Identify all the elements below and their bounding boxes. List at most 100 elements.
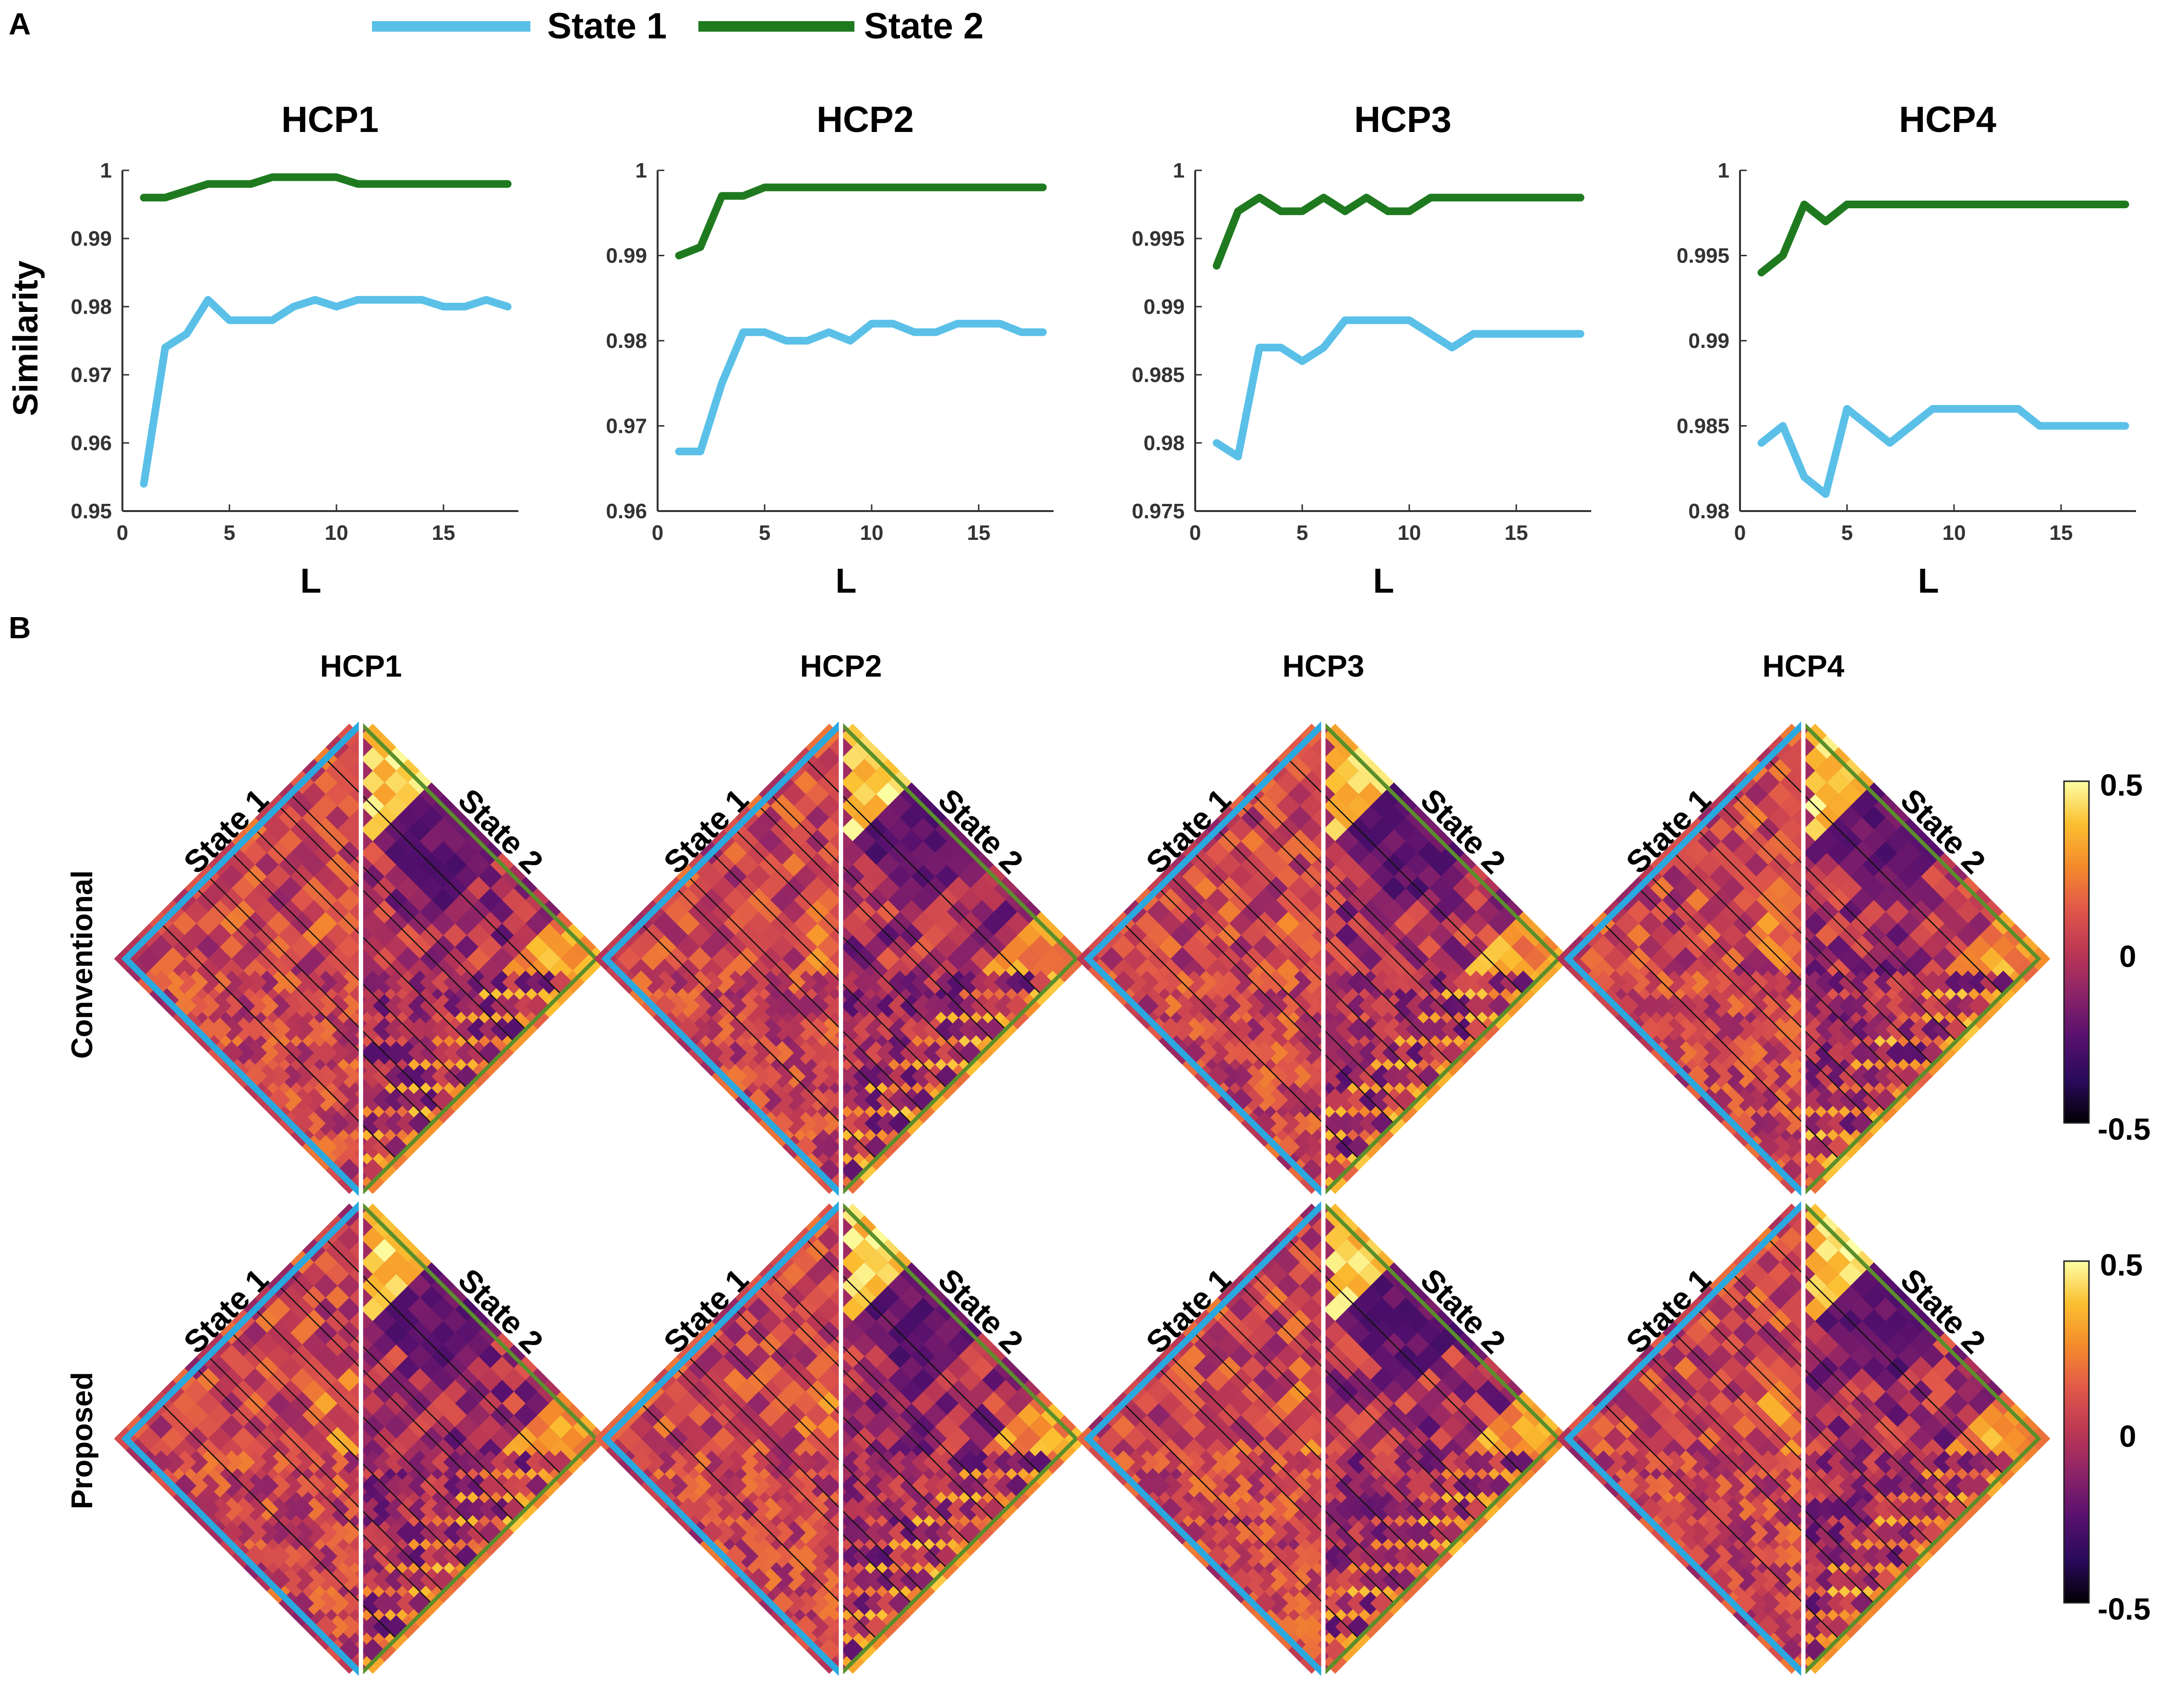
y-tick-label: 1 bbox=[100, 159, 112, 182]
colorbar-conventional-tick-max: 0.5 bbox=[2100, 768, 2143, 802]
block-line bbox=[207, 876, 444, 1112]
colorbar-conventional-bar bbox=[2063, 780, 2090, 1124]
heatmap-proposed-hcp3: State 1 State 2 bbox=[1076, 1201, 1571, 1677]
block-line bbox=[687, 1356, 924, 1592]
block-line bbox=[278, 805, 515, 1042]
block-line bbox=[160, 923, 397, 1159]
legend-label-state1: State 1 bbox=[547, 6, 667, 47]
heatmap-border-state1 bbox=[1563, 1201, 1806, 1676]
block-line bbox=[196, 1368, 432, 1604]
block-line bbox=[207, 1356, 444, 1592]
colorbar-proposed-tick-max: 0.5 bbox=[2100, 1248, 2143, 1282]
heatmap-column-title: HCP4 bbox=[1763, 649, 1845, 683]
block-line bbox=[805, 758, 1042, 995]
legend-label-state2: State 2 bbox=[864, 6, 984, 47]
x-tick-label: 15 bbox=[1504, 521, 1528, 545]
heatmap-block-lines bbox=[160, 1238, 562, 1639]
heatmap-border-state1 bbox=[121, 1201, 363, 1676]
x-tick-label: 10 bbox=[324, 521, 348, 545]
heatmap-block-lines bbox=[160, 758, 562, 1159]
block-line bbox=[1170, 1356, 1406, 1592]
block-line bbox=[325, 1238, 562, 1475]
y-tick-label: 0.97 bbox=[606, 415, 647, 438]
heatmap-column-title: HCP3 bbox=[1283, 649, 1365, 683]
block-line bbox=[254, 829, 491, 1065]
block-line bbox=[1650, 1356, 1886, 1592]
heatmap-border-state1 bbox=[601, 721, 843, 1196]
colorbar-conventional-tick-zero: 0 bbox=[2119, 939, 2136, 974]
colorbar-proposed-tick-min: -0.5 bbox=[2098, 1592, 2150, 1626]
block-line bbox=[770, 1274, 1006, 1510]
y-tick-label: 0.97 bbox=[71, 363, 112, 387]
x-tick-label: 10 bbox=[860, 521, 883, 545]
block-line bbox=[278, 1285, 515, 1522]
block-line bbox=[1767, 758, 2004, 995]
block-line bbox=[676, 1368, 912, 1604]
block-line bbox=[1287, 1238, 1524, 1475]
x-tick-label: 5 bbox=[1296, 521, 1308, 545]
heatmap-block-lines bbox=[1123, 1238, 1524, 1639]
block-line bbox=[1252, 794, 1488, 1030]
block-line bbox=[1732, 1274, 1968, 1510]
heatmap-border-state2 bbox=[840, 1202, 1079, 1675]
block-line bbox=[640, 923, 877, 1159]
block-line bbox=[231, 1332, 468, 1569]
block-line bbox=[676, 888, 912, 1124]
x-tick-label: 0 bbox=[652, 521, 663, 545]
y-tick-label: 0.99 bbox=[606, 244, 647, 268]
series-line-state1 bbox=[1212, 316, 1584, 461]
block-line bbox=[758, 1285, 995, 1522]
block-line bbox=[1603, 923, 1839, 1159]
block-line bbox=[734, 1309, 971, 1545]
block-line bbox=[1123, 923, 1359, 1159]
series-line-state1 bbox=[140, 296, 512, 488]
block-line bbox=[1193, 1332, 1430, 1569]
block-line bbox=[1638, 1368, 1874, 1604]
y-tick-label: 1 bbox=[1173, 159, 1185, 182]
block-line bbox=[1720, 1285, 1957, 1522]
y-tick-label: 0.995 bbox=[1677, 244, 1729, 268]
chart-title: HCP4 bbox=[1899, 99, 1996, 140]
block-line bbox=[290, 1274, 526, 1510]
colorbar-proposed-tick-zero: 0 bbox=[2119, 1419, 2136, 1454]
chart-title: HCP2 bbox=[816, 99, 914, 140]
y-tick-label: 0.98 bbox=[71, 295, 112, 319]
series-line-state2 bbox=[1757, 201, 2129, 276]
block-line bbox=[231, 852, 468, 1089]
y-tick-label: 0.99 bbox=[71, 227, 112, 250]
x-axis-label: L bbox=[1918, 562, 1939, 600]
y-tick-label: 0.99 bbox=[1143, 295, 1185, 319]
block-line bbox=[1123, 1403, 1359, 1639]
heatmap-border-state2 bbox=[1802, 722, 2041, 1195]
heatmap-border-state1 bbox=[601, 1201, 843, 1676]
heatmap-column-title: HCP1 bbox=[320, 649, 402, 683]
block-line bbox=[805, 1238, 1042, 1475]
block-line bbox=[1650, 876, 1886, 1112]
x-tick-label: 10 bbox=[1942, 521, 1966, 545]
x-tick-label: 5 bbox=[759, 521, 770, 545]
block-line bbox=[1673, 852, 1910, 1089]
heatmap-border-state1 bbox=[121, 721, 363, 1196]
heatmap-proposed-hcp2: State 1 State 2 bbox=[594, 1201, 1088, 1677]
heatmap-block-lines bbox=[640, 758, 1042, 1159]
heatmap-block-lines bbox=[1603, 758, 2004, 1159]
series-line-state2 bbox=[675, 183, 1047, 260]
heatmap-proposed-hcp1: State 1 State 2 bbox=[114, 1201, 608, 1677]
colorbar-proposed-bar bbox=[2063, 1260, 2090, 1604]
row-label-proposed: Proposed bbox=[66, 1372, 99, 1509]
x-axis-label: L bbox=[836, 562, 857, 600]
chart-title: HCP1 bbox=[281, 99, 379, 140]
y-tick-label: 0.96 bbox=[71, 431, 112, 455]
block-line bbox=[711, 852, 948, 1089]
block-line bbox=[687, 876, 924, 1112]
heatmap-block-lines bbox=[1603, 1238, 2004, 1639]
colorbar-conventional-tick-min: -0.5 bbox=[2098, 1112, 2150, 1146]
block-line bbox=[1638, 888, 1874, 1124]
x-tick-label: 0 bbox=[1734, 521, 1746, 545]
